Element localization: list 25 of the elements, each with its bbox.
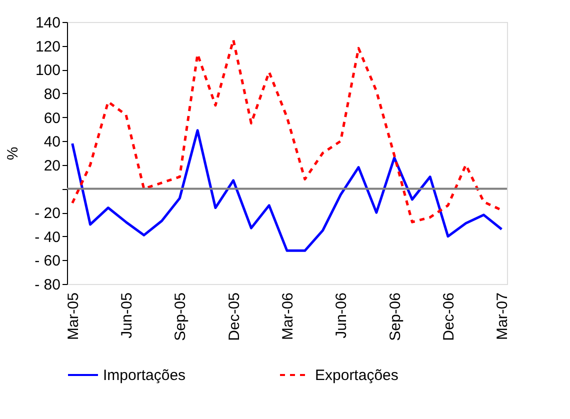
y-tick-label: 20 <box>44 157 60 174</box>
y-tick-label: - 60 <box>34 252 60 270</box>
x-tick-label: Mar-07 <box>494 292 512 340</box>
y-tick-label: - 40 <box>34 228 60 246</box>
x-tick-label: Sep-06 <box>386 292 404 341</box>
line-series <box>71 38 503 224</box>
x-tick-label: Dec-06 <box>440 292 458 341</box>
y-tick-label: 60 <box>44 110 60 127</box>
x-tick-label: Mar-06 <box>280 292 296 340</box>
y-tick-label: - 20 <box>34 205 60 222</box>
x-tick-label: Jun-05 <box>118 292 136 338</box>
legend-label: Exportações <box>315 367 398 384</box>
y-tick-label: 120 <box>35 38 60 56</box>
x-tick-label: Dec-05 <box>226 292 243 341</box>
y-tick-label: - 80 <box>34 276 60 294</box>
y-axis-title: % <box>4 146 22 160</box>
legend-label: Importações <box>103 367 186 384</box>
y-tick-label: 100 <box>35 62 60 80</box>
y-tick-label: 80 <box>44 86 60 103</box>
x-tick-label: Sep-05 <box>172 292 190 341</box>
x-tick-label: Mar-05 <box>64 292 82 340</box>
x-tick-label: Jun-06 <box>333 292 350 338</box>
y-tick-label: 40 <box>44 134 60 151</box>
y-tick-label: 140 <box>35 14 60 32</box>
line-series <box>71 129 503 252</box>
